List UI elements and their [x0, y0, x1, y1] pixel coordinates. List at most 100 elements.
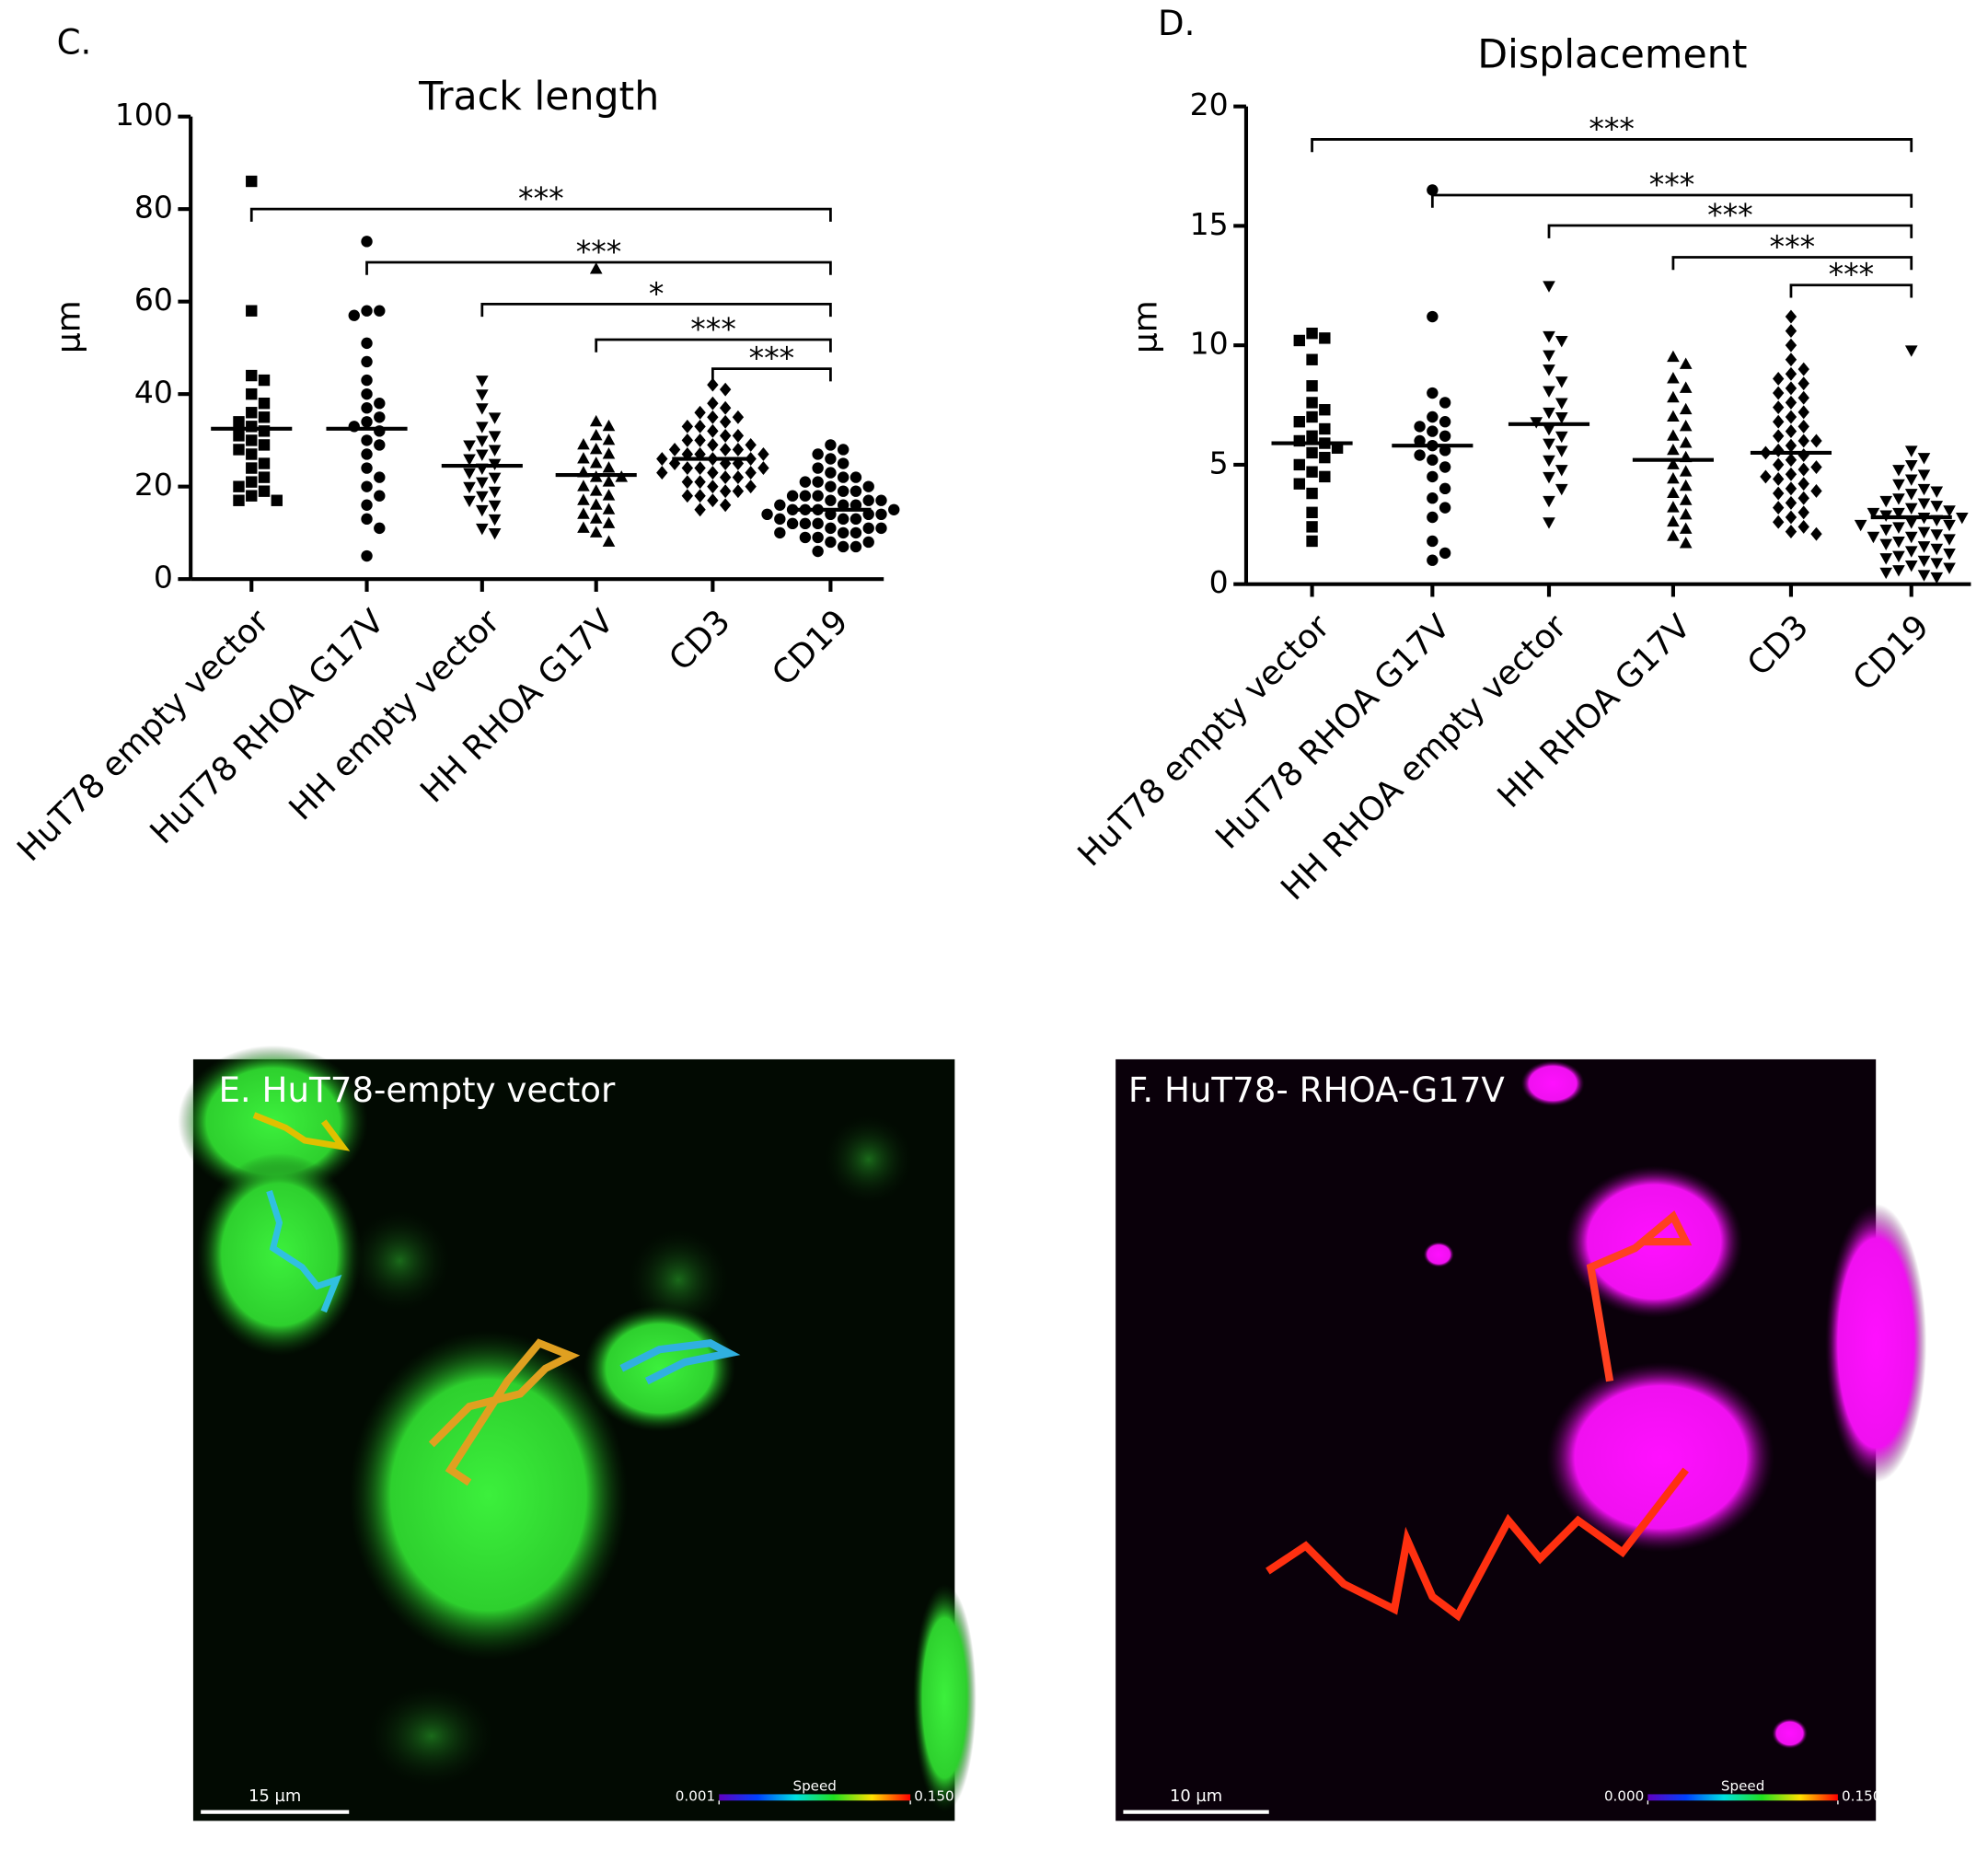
data-point	[1543, 330, 1555, 343]
data-point	[1904, 517, 1918, 529]
x-tick-label: CD3	[662, 603, 737, 678]
data-point	[1555, 398, 1568, 410]
significance-label: ***	[1649, 167, 1695, 202]
data-point	[1543, 455, 1555, 468]
data-point	[757, 447, 769, 461]
data-point	[1785, 525, 1797, 539]
data-point	[850, 471, 862, 483]
data-point	[812, 531, 824, 544]
data-point	[1892, 522, 1905, 534]
data-point	[488, 445, 502, 457]
data-point	[1667, 443, 1680, 456]
data-point	[1879, 553, 1893, 565]
data-point	[1930, 501, 1944, 513]
data-point	[1679, 465, 1693, 477]
data-point	[732, 443, 745, 457]
data-point	[1917, 483, 1931, 496]
data-point	[694, 489, 706, 503]
data-point	[1679, 381, 1693, 393]
data-point	[1667, 429, 1680, 441]
data-point	[589, 457, 603, 468]
data-point	[1427, 410, 1439, 423]
data-point	[1785, 381, 1797, 396]
y-tick-label: 40	[134, 375, 173, 410]
colorbar-title: Speed	[1721, 1778, 1764, 1795]
data-point	[1667, 390, 1680, 403]
data-point	[463, 454, 476, 466]
data-point	[1543, 364, 1555, 376]
y-tick-label: 0	[1209, 564, 1229, 600]
data-point	[1293, 416, 1305, 428]
data-point	[707, 423, 719, 438]
data-point	[1772, 386, 1785, 400]
data-point	[1955, 513, 1969, 525]
data-point	[463, 440, 476, 452]
data-point	[888, 503, 900, 515]
data-point	[1797, 405, 1809, 420]
data-point	[799, 517, 812, 530]
data-point	[246, 476, 258, 488]
chart-title: Track length	[418, 74, 659, 120]
chart-title: Displacement	[1477, 31, 1747, 77]
data-point	[1760, 469, 1772, 484]
data-point	[1772, 515, 1785, 529]
data-point	[1879, 525, 1893, 537]
data-point	[1543, 517, 1555, 529]
significance-bracket	[595, 338, 832, 353]
y-tick-label: 100	[115, 97, 173, 133]
significance-bracket	[480, 303, 832, 318]
data-point	[850, 513, 862, 526]
data-point	[1797, 491, 1809, 505]
data-point	[719, 443, 732, 457]
data-point	[463, 495, 476, 508]
data-point	[707, 410, 719, 424]
data-point	[348, 309, 360, 321]
y-tick-label: 60	[134, 282, 173, 318]
data-point	[1810, 434, 1822, 448]
data-point	[837, 526, 850, 539]
data-point	[1810, 484, 1822, 498]
data-point	[475, 477, 489, 490]
data-point	[602, 489, 616, 501]
data-point	[875, 494, 887, 506]
data-point	[1904, 531, 1918, 544]
data-point	[577, 493, 590, 505]
data-point	[488, 431, 502, 443]
significance-bracket	[1430, 193, 1913, 208]
data-point	[463, 481, 476, 494]
data-point	[1319, 422, 1331, 435]
data-point	[1306, 327, 1318, 340]
data-point	[258, 398, 271, 410]
data-point	[475, 491, 489, 503]
data-point	[1785, 324, 1797, 339]
data-point	[719, 498, 732, 513]
data-point	[862, 522, 874, 535]
data-point	[1810, 460, 1822, 474]
significance-label: ***	[1829, 257, 1875, 293]
data-point	[1667, 501, 1680, 513]
data-point	[1892, 507, 1905, 520]
data-point	[719, 414, 732, 429]
data-point	[1293, 458, 1305, 471]
data-point	[1930, 572, 1944, 584]
data-point	[246, 462, 258, 474]
data-point	[1943, 534, 1956, 546]
data-point	[825, 467, 837, 479]
data-point	[1785, 467, 1797, 481]
data-point	[1427, 454, 1439, 466]
data-point	[1943, 505, 1956, 517]
data-point	[837, 540, 850, 553]
data-point	[1306, 446, 1318, 459]
data-point	[1904, 546, 1918, 558]
data-point	[233, 444, 245, 456]
y-tick-label: 20	[1190, 87, 1229, 122]
data-point	[374, 305, 386, 317]
data-point	[1917, 555, 1931, 568]
data-point	[589, 512, 603, 524]
data-point	[475, 523, 489, 536]
data-point	[799, 531, 812, 544]
data-point	[361, 434, 373, 446]
data-point	[246, 407, 258, 419]
data-point	[1306, 487, 1318, 500]
data-point	[1679, 419, 1693, 432]
